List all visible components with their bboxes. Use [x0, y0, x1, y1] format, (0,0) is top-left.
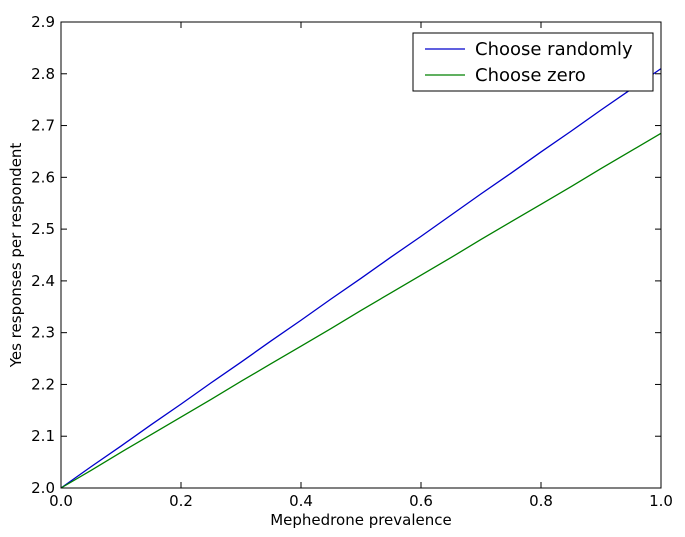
y-tick-label: 2.5	[31, 220, 55, 238]
plot-frame	[60, 21, 662, 489]
series-line-1	[60, 68, 662, 489]
series-line-2	[60, 132, 662, 489]
y-tick-label: 2.0	[31, 479, 55, 497]
legend: Choose randomly Choose zero	[412, 32, 654, 92]
x-axis-label: Mephedrone prevalence	[270, 511, 452, 529]
y-tick-label: 2.2	[31, 375, 55, 393]
y-tick-label: 2.8	[31, 65, 55, 83]
x-tick-label: 0.4	[289, 492, 313, 510]
x-tick-label: 0.0	[49, 492, 73, 510]
plot-area	[60, 68, 662, 489]
x-axis: 0.0 0.2 0.4 0.6 0.8 1.0	[49, 22, 673, 510]
x-tick-label: 1.0	[649, 492, 673, 510]
y-axis-label: Yes responses per respondent	[7, 143, 25, 369]
y-tick-label: 2.3	[31, 324, 55, 342]
legend-box	[412, 32, 654, 92]
y-tick-label: 2.1	[31, 427, 55, 445]
y-tick-label: 2.4	[31, 272, 55, 290]
y-tick-label: 2.6	[31, 168, 55, 186]
y-tick-label: 2.7	[31, 117, 55, 135]
y-axis: 2.0 2.1 2.2 2.3 2.4 2.5 2.6 2.7 2.8 2.9	[31, 13, 661, 497]
legend-entry: Choose zero	[475, 65, 586, 86]
x-tick-label: 0.8	[529, 492, 553, 510]
y-tick-label: 2.9	[31, 13, 55, 31]
legend-entry: Choose randomly	[475, 39, 633, 60]
x-tick-label: 0.6	[409, 492, 433, 510]
x-tick-label: 0.2	[169, 492, 193, 510]
